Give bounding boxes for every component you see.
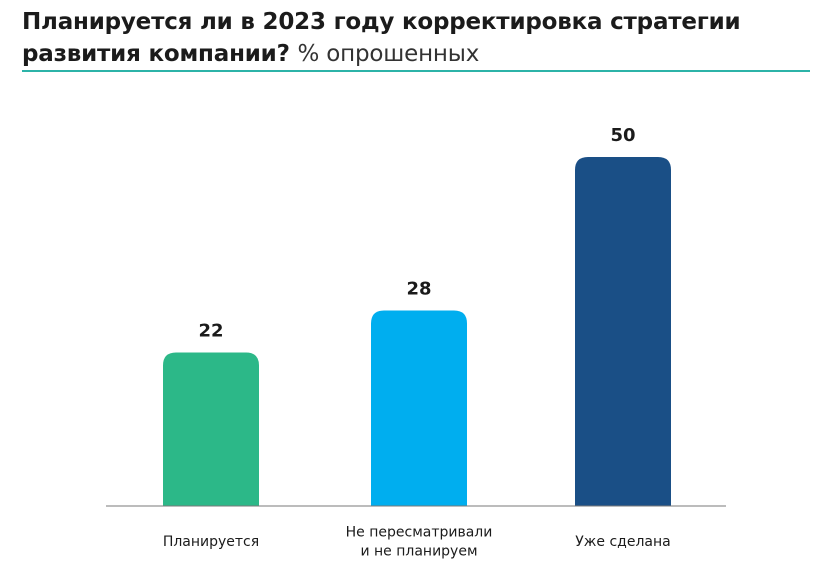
chart-header: Планируется ли в 2023 году корректировка… bbox=[22, 6, 802, 70]
value-label-2: 28 bbox=[406, 279, 431, 300]
bar-3 bbox=[575, 157, 671, 506]
chart-title: Планируется ли в 2023 году корректировка… bbox=[22, 6, 802, 70]
bar-1 bbox=[163, 352, 259, 506]
value-label-3: 50 bbox=[610, 125, 635, 146]
category-label-3: Уже сделана bbox=[575, 534, 670, 550]
category-label-2-line-1: Не пересматривали bbox=[346, 525, 493, 541]
chart-title-text: Планируется ли в 2023 году корректировка… bbox=[22, 9, 741, 67]
value-label-1: 22 bbox=[198, 320, 223, 341]
bar-2 bbox=[371, 310, 467, 506]
title-divider bbox=[22, 70, 810, 72]
category-label-1: Планируется bbox=[163, 534, 259, 550]
category-label-2-line-2: и не планируем bbox=[360, 544, 477, 560]
chart-subtitle: % опрошенных bbox=[297, 41, 480, 67]
